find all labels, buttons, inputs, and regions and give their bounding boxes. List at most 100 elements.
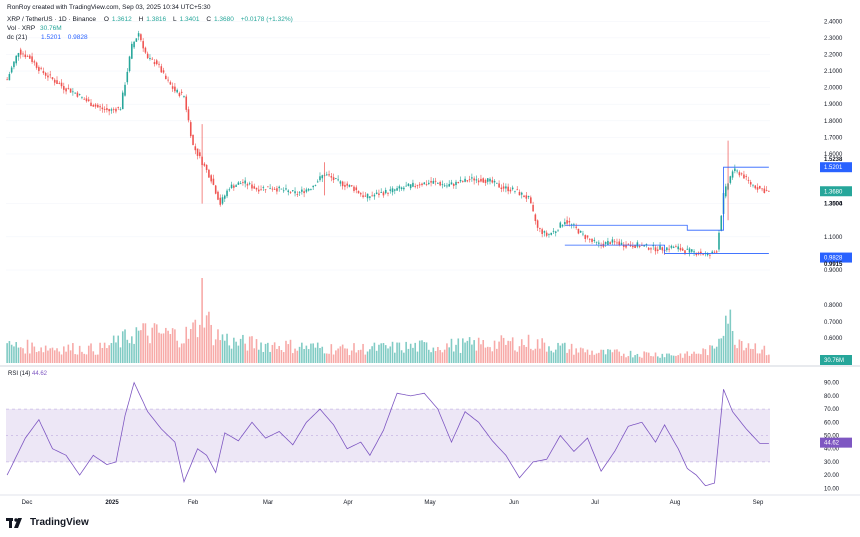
- low-value: 1.3401: [179, 16, 200, 23]
- volume-bar: [257, 349, 260, 363]
- symbol-label[interactable]: XRP / TetherUS · 1D · Binance: [7, 16, 96, 23]
- volume-bar: [223, 340, 226, 363]
- donchian-lower-value: 0.9828: [67, 34, 88, 41]
- candle: [257, 189, 260, 192]
- volume-bar: [155, 324, 158, 363]
- volume-bar: [33, 346, 36, 363]
- price-tick-label: 1.7000: [824, 135, 843, 141]
- volume-bar: [697, 353, 700, 363]
- candle: [588, 238, 591, 240]
- rsi-legend-label: RSI (14): [8, 371, 30, 377]
- candle: [298, 192, 301, 194]
- volume-bar: [187, 338, 190, 363]
- rsi-tick-label: 40.00: [824, 447, 840, 453]
- candle: [514, 190, 516, 192]
- volume-legend[interactable]: Vol · XRP 30.76M: [7, 25, 67, 32]
- candle: [103, 109, 106, 110]
- volume-bar: [398, 342, 401, 363]
- volume-bar: [233, 337, 235, 363]
- volume-bar: [174, 329, 176, 363]
- candle: [541, 229, 543, 234]
- candle: [652, 245, 655, 247]
- volume-bar: [194, 319, 197, 363]
- open-key: O: [103, 16, 109, 23]
- candle: [369, 196, 371, 198]
- candle: [117, 107, 120, 109]
- volume-bar: [731, 331, 734, 363]
- candle: [174, 86, 176, 92]
- candle: [718, 232, 720, 250]
- candle: [294, 191, 296, 194]
- volume-bar: [625, 357, 627, 363]
- rsi-tick-label: 20.00: [824, 473, 840, 479]
- volume-bar: [49, 348, 52, 363]
- tradingview-logo[interactable]: TradingView: [6, 517, 89, 528]
- volume-bar: [661, 353, 664, 363]
- volume-bar: [471, 344, 473, 363]
- volume-bar: [688, 355, 691, 363]
- candle: [101, 107, 104, 110]
- volume-bar: [464, 342, 466, 363]
- volume-bar: [31, 342, 33, 363]
- candle: [579, 230, 582, 233]
- volume-bar: [502, 337, 505, 363]
- volume-bar: [695, 353, 698, 363]
- volume-bar: [282, 352, 285, 363]
- candle: [459, 179, 462, 182]
- candle: [387, 193, 389, 195]
- volume-bar: [588, 354, 591, 363]
- volume-bar: [133, 343, 135, 363]
- volume-bar: [407, 348, 410, 363]
- candle: [378, 193, 380, 196]
- volume-bar: [176, 340, 178, 363]
- candle: [187, 109, 190, 121]
- candle: [364, 195, 367, 197]
- volume-bar: [752, 349, 754, 363]
- volume-bar: [24, 353, 27, 363]
- candle: [475, 179, 478, 181]
- volume-bar: [115, 342, 117, 363]
- volume-bar: [99, 342, 101, 363]
- candle: [19, 49, 22, 55]
- volume-bar: [158, 332, 160, 363]
- candle: [752, 184, 754, 186]
- volume-bar: [165, 327, 167, 363]
- volume-bar: [316, 342, 319, 363]
- volume-bar: [645, 352, 648, 363]
- tradingview-logo-icon: [6, 517, 22, 528]
- candle: [180, 91, 183, 93]
- candle: [214, 185, 217, 194]
- candle: [743, 174, 745, 179]
- candle: [434, 180, 437, 182]
- candle: [484, 179, 487, 184]
- candle: [289, 192, 292, 193]
- volume-bar: [47, 350, 49, 363]
- candle: [554, 231, 557, 233]
- volume-bar: [536, 339, 539, 363]
- candle: [659, 245, 661, 250]
- candle: [468, 179, 471, 181]
- volume-bar: [747, 343, 750, 363]
- candle: [237, 182, 240, 185]
- donchian-legend[interactable]: dc (21) 1.5201 0.9828: [7, 34, 93, 41]
- candle: [314, 185, 317, 186]
- volume-bar: [629, 350, 632, 363]
- candle: [731, 171, 734, 178]
- volume-bar: [214, 339, 217, 363]
- volume-bar: [704, 349, 707, 363]
- candle: [575, 226, 577, 228]
- rsi-tick-label: 70.00: [824, 407, 840, 413]
- candle: [42, 71, 45, 74]
- candle: [625, 244, 627, 248]
- candle: [577, 228, 580, 234]
- author-line: RonRoy created with TradingView.com, Sep…: [7, 4, 211, 11]
- volume-bar: [278, 346, 280, 363]
- candle: [530, 197, 532, 204]
- candle: [441, 184, 444, 186]
- candle: [471, 177, 473, 179]
- volume-bar: [353, 343, 355, 363]
- rsi-tick-label: 80.00: [824, 394, 840, 400]
- volume-bar: [81, 351, 83, 363]
- candle: [754, 185, 757, 189]
